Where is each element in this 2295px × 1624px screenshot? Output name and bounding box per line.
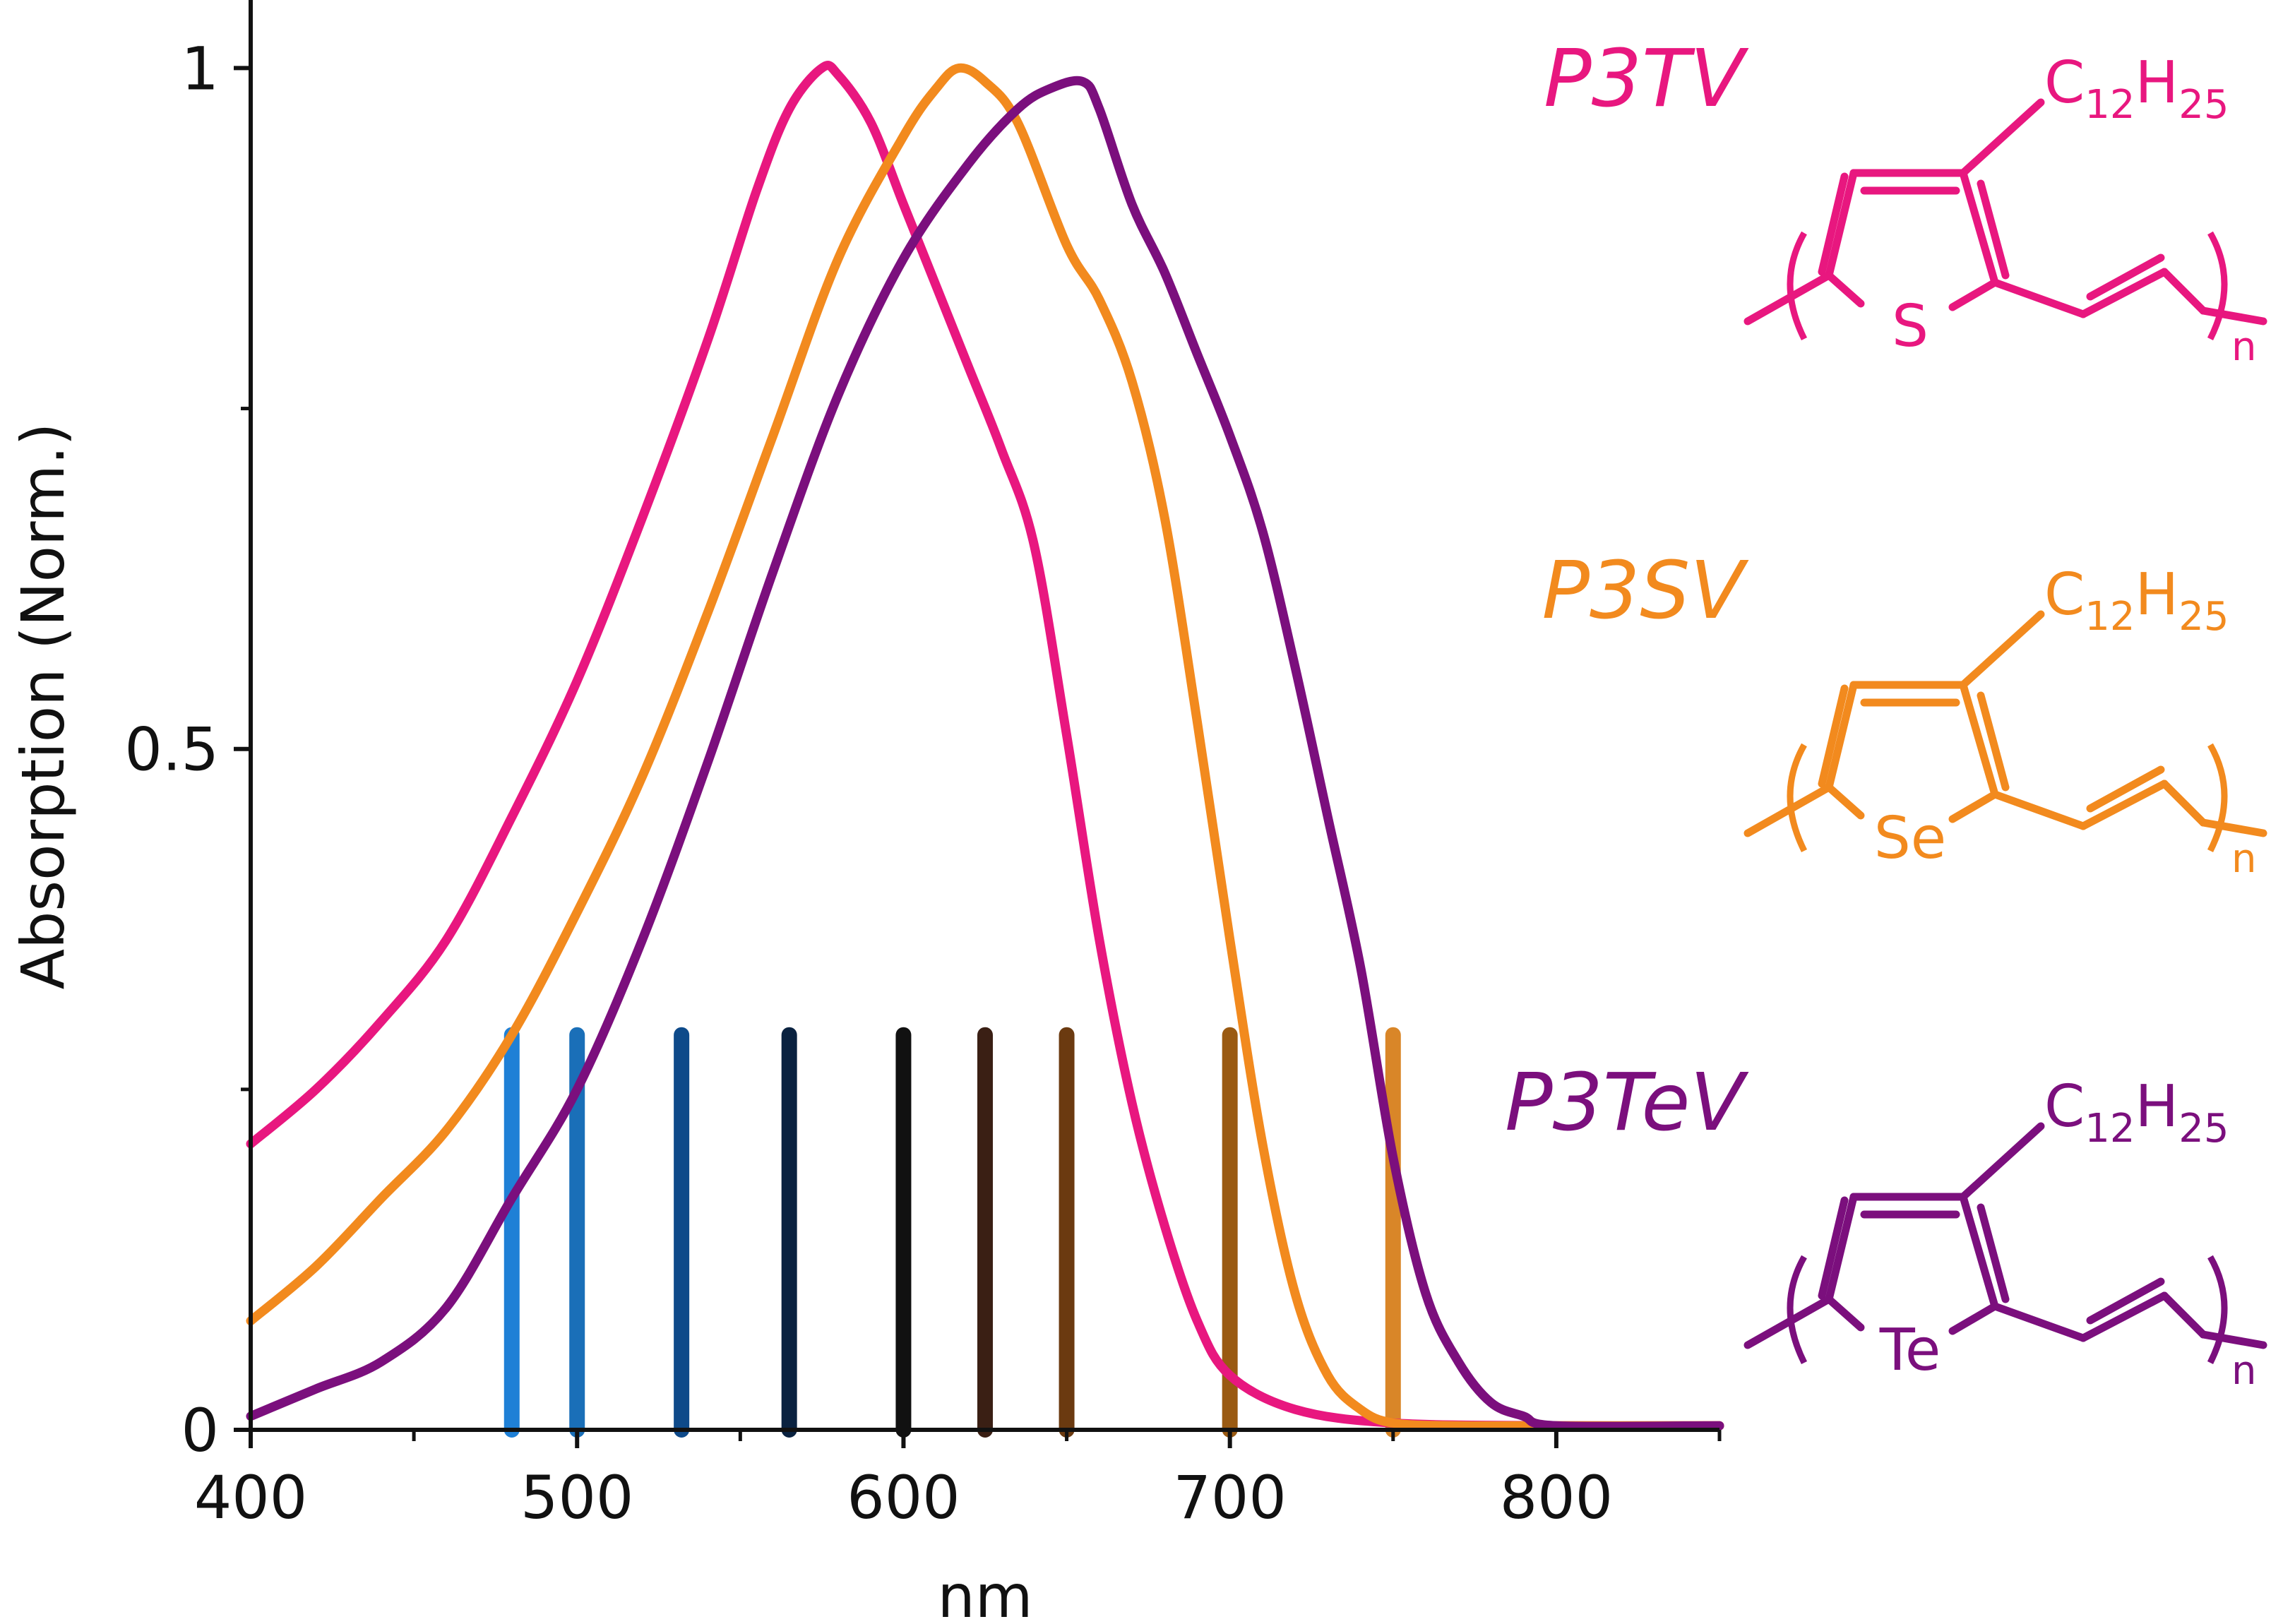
structure-p3tev: P3TeV C12H25 Te n	[1505, 1057, 2267, 1394]
x-tick-label-600: 600	[847, 1463, 960, 1532]
left-parenthesis	[1787, 231, 1808, 341]
ring-double-bond-left	[1818, 684, 1849, 788]
end-bond-right	[2199, 1330, 2267, 1349]
end-bond-right	[2199, 818, 2267, 837]
x-tick-label-500: 500	[520, 1463, 633, 1532]
ring-double-bond-right	[1977, 1203, 2010, 1303]
substituent-bond	[1959, 98, 2045, 177]
series-line-p3tev	[246, 76, 1724, 1431]
right-parenthesis	[2207, 1255, 2228, 1365]
substituent-bond	[1959, 1122, 2045, 1201]
y-axis-title: Absorption (Norm.)	[8, 423, 78, 990]
vinylene-bond	[2079, 780, 2169, 830]
ring-bond-left	[1825, 169, 1858, 280]
series-line-p3sv	[246, 63, 1724, 1431]
y-tick-label-1: 1	[181, 34, 219, 103]
chain-bond-2	[2160, 780, 2207, 827]
plot-area	[246, 61, 1724, 1438]
ring-bond-bottom-right	[1948, 1302, 1999, 1335]
vinylene-double-bond	[2086, 253, 2165, 301]
structure-p3sv: P3SV C12H25 Se n	[1542, 545, 2267, 882]
ring-double-bond-right	[1977, 179, 2010, 280]
vinylene-double-bond	[2086, 765, 2165, 813]
substituent-label: C12H25	[2044, 49, 2229, 128]
vinylene-bond	[2079, 1291, 2169, 1342]
heteroatom-label: Se	[1874, 805, 1947, 872]
chain-bond-2	[2160, 1291, 2207, 1339]
series-label-p3tv: P3TV	[1544, 33, 1749, 125]
structure-p3tv: P3TV C12H25 S n	[1544, 33, 2267, 370]
ring-bond-right	[1959, 681, 1999, 799]
x-tick-label-800: 800	[1500, 1463, 1613, 1532]
right-parenthesis	[2207, 231, 2228, 341]
repeat-unit-label: n	[2231, 324, 2257, 370]
structure-annotations: P3TV C12H25 S n P3SV C12H25 Se n P3TeV C12H25 Te n	[1505, 33, 2267, 1394]
series-label-p3sv: P3SV	[1542, 545, 1749, 637]
vinylene-double-bond	[2086, 1277, 2165, 1325]
vinylene-bond	[2079, 268, 2169, 318]
x-axis-title: nm	[937, 1562, 1032, 1624]
y-tick-label-0: 0	[181, 1396, 219, 1465]
x-tick-label-400: 400	[194, 1463, 307, 1532]
chain-bond-2	[2160, 268, 2207, 315]
ring-bond-bottom-left	[1825, 783, 1865, 820]
ring-bond-left	[1825, 1193, 1858, 1303]
ring-bond-bottom-right	[1948, 790, 1999, 823]
right-parenthesis	[2207, 743, 2228, 853]
substituent-label: C12H25	[2044, 1073, 2229, 1152]
ring-double-bond-left	[1818, 1196, 1849, 1300]
y-tick-label-0.5: 0.5	[124, 715, 219, 784]
ring-bond-right	[1959, 1193, 1999, 1310]
ring-bond-right	[1959, 169, 1999, 287]
ring-bond-left	[1825, 681, 1858, 792]
left-parenthesis	[1787, 743, 1808, 853]
repeat-unit-label: n	[2231, 1348, 2257, 1394]
series-line-p3tv	[246, 61, 1724, 1431]
ring-bond-bottom-right	[1948, 278, 1999, 311]
chain-bond-1	[1991, 790, 2087, 830]
heteroatom-label: Te	[1879, 1317, 1941, 1384]
end-bond-right	[2199, 306, 2267, 326]
left-parenthesis	[1787, 1255, 1808, 1365]
heteroatom-label: S	[1892, 293, 1929, 360]
substituent-bond	[1959, 610, 2045, 689]
ring-double-bond-left	[1818, 172, 1849, 276]
substituent-label: C12H25	[2044, 561, 2229, 640]
series-label-p3tev: P3TeV	[1505, 1057, 1749, 1149]
ring-bond-bottom-left	[1825, 271, 1865, 308]
chain-bond-1	[1991, 278, 2087, 318]
axes: Absorption (Norm.) nm 400 500 600 700 800 0 0.…	[8, 0, 1722, 1624]
repeat-unit-label: n	[2231, 836, 2257, 882]
x-tick-label-700: 700	[1173, 1463, 1286, 1532]
chain-bond-1	[1991, 1302, 2087, 1342]
ring-double-bond-right	[1977, 691, 2010, 792]
ring-bond-bottom-left	[1825, 1295, 1865, 1332]
